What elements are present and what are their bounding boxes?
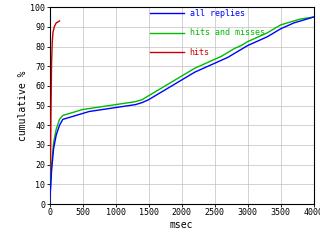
Text: all replies: all replies <box>189 9 244 18</box>
Text: hits and misses: hits and misses <box>189 28 265 37</box>
Y-axis label: cumulative %: cumulative % <box>18 70 28 141</box>
X-axis label: msec: msec <box>170 220 193 230</box>
Text: hits: hits <box>189 48 210 57</box>
